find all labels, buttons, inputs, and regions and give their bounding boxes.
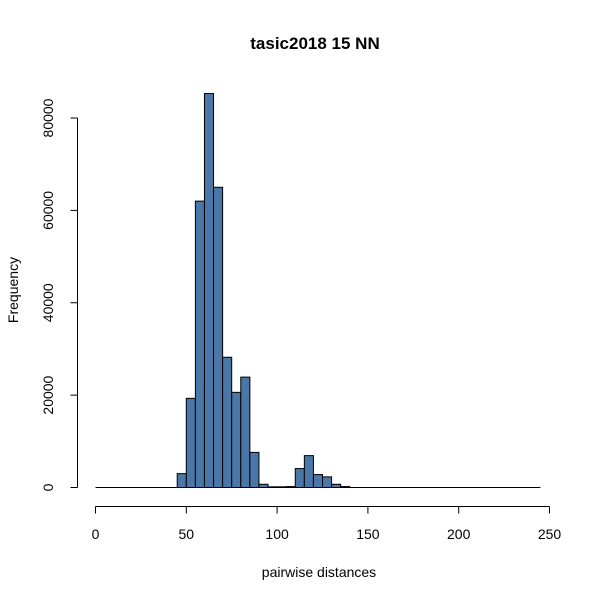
- y-axis-label: Frequency: [5, 257, 21, 323]
- x-tick-label: 250: [538, 526, 562, 542]
- x-tick-label: 0: [92, 526, 100, 542]
- x-tick-label: 200: [447, 526, 471, 542]
- histogram-bar: [322, 476, 333, 489]
- histogram-bar: [240, 376, 251, 488]
- x-tick-label: 50: [179, 526, 195, 542]
- x-axis-ticks: 0 50 100 150 200 250: [92, 506, 562, 542]
- histogram-bar: [194, 200, 205, 488]
- histogram-bar: [249, 451, 260, 488]
- y-tick-label: 40000: [40, 283, 56, 322]
- histogram-bar: [231, 391, 242, 489]
- histogram-bar: [185, 397, 196, 488]
- x-tick-label: 150: [356, 526, 380, 542]
- y-axis-ticks: 0 20000 40000 60000 80000: [40, 98, 78, 491]
- histogram-bar: [303, 455, 314, 489]
- y-tick-label: 20000: [40, 375, 56, 414]
- histogram-bar: [203, 93, 215, 489]
- histogram-bar: [213, 186, 224, 488]
- histogram-bar: [294, 468, 305, 488]
- y-tick-label: 80000: [40, 98, 56, 137]
- y-tick-label: 60000: [40, 191, 56, 230]
- chart-title: tasic2018 15 NN: [250, 34, 379, 53]
- histogram-bar: [222, 356, 233, 488]
- histogram-bar: [312, 474, 324, 489]
- histogram-bar: [176, 473, 187, 489]
- x-axis-label: pairwise distances: [262, 564, 376, 580]
- histogram-bars: [95, 93, 541, 489]
- y-tick-label: 0: [40, 483, 56, 491]
- x-tick-label: 100: [265, 526, 289, 542]
